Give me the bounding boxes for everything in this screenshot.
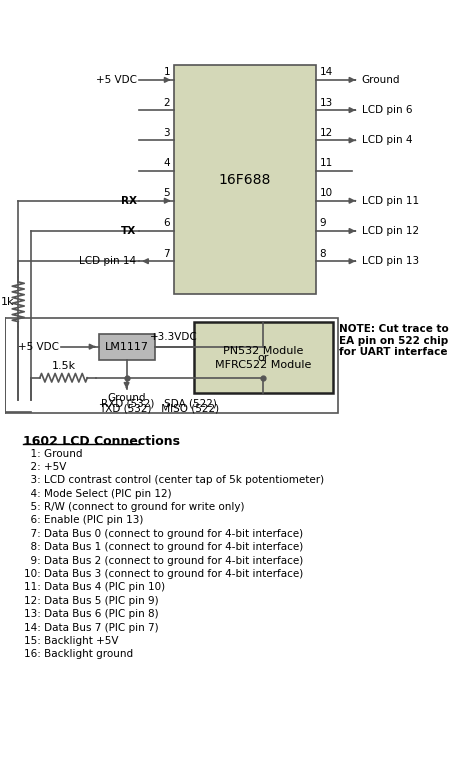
Text: 5: 5 [163, 188, 170, 198]
Text: 6: Enable (PIC pin 13): 6: Enable (PIC pin 13) [24, 516, 144, 526]
Text: +5 VDC: +5 VDC [18, 342, 59, 352]
Text: 15: Backlight +5V: 15: Backlight +5V [24, 636, 119, 646]
Text: 1602 LCD Connections: 1602 LCD Connections [23, 435, 180, 448]
Text: LCD pin 13: LCD pin 13 [362, 256, 419, 266]
Text: EA pin on 522 chip: EA pin on 522 chip [339, 336, 448, 346]
Text: or: or [258, 353, 269, 363]
Text: 6: 6 [163, 218, 170, 229]
Text: LCD pin 11: LCD pin 11 [362, 196, 419, 206]
Text: 1: Ground: 1: Ground [24, 448, 83, 458]
Text: 3: 3 [163, 128, 170, 138]
Text: 7: Data Bus 0 (connect to ground for 4-bit interface): 7: Data Bus 0 (connect to ground for 4-b… [24, 529, 303, 539]
Text: 8: Data Bus 1 (connect to ground for 4-bit interface): 8: Data Bus 1 (connect to ground for 4-b… [24, 542, 303, 552]
Text: 8: 8 [319, 249, 326, 259]
Text: for UART interface: for UART interface [339, 347, 447, 356]
Text: Ground: Ground [107, 393, 146, 403]
Text: +3.3VDC: +3.3VDC [150, 332, 198, 343]
Text: 2: +5V: 2: +5V [24, 462, 66, 472]
FancyBboxPatch shape [193, 323, 334, 393]
Text: TX: TX [121, 226, 136, 236]
Text: RX: RX [121, 196, 136, 206]
Text: 9: Data Bus 2 (connect to ground for 4-bit interface): 9: Data Bus 2 (connect to ground for 4-b… [24, 555, 303, 565]
Text: Ground: Ground [362, 75, 400, 85]
Text: 13: Data Bus 6 (PIC pin 8): 13: Data Bus 6 (PIC pin 8) [24, 609, 159, 619]
Text: 4: 4 [163, 158, 170, 168]
Text: 5: R/W (connect to ground for write only): 5: R/W (connect to ground for write only… [24, 502, 245, 512]
Text: 10: Data Bus 3 (connect to ground for 4-bit interface): 10: Data Bus 3 (connect to ground for 4-… [24, 569, 303, 579]
Text: MFRC522 Module: MFRC522 Module [215, 360, 312, 369]
Text: 4: Mode Select (PIC pin 12): 4: Mode Select (PIC pin 12) [24, 489, 172, 499]
Text: 10: 10 [319, 188, 333, 198]
FancyBboxPatch shape [99, 334, 155, 360]
Text: 12: 12 [319, 128, 333, 138]
Text: LCD pin 12: LCD pin 12 [362, 226, 419, 236]
Text: 13: 13 [319, 97, 333, 108]
Text: 3: LCD contrast control (center tap of 5k potentiometer): 3: LCD contrast control (center tap of 5… [24, 475, 324, 485]
Text: 14: Data Bus 7 (PIC pin 7): 14: Data Bus 7 (PIC pin 7) [24, 623, 159, 633]
Text: +5 VDC: +5 VDC [96, 75, 136, 85]
Text: 1k: 1k [1, 297, 15, 307]
Text: LM1117: LM1117 [105, 342, 149, 352]
Text: 1: 1 [163, 67, 170, 77]
Text: LCD pin 6: LCD pin 6 [362, 105, 412, 115]
Text: LCD pin 4: LCD pin 4 [362, 135, 412, 145]
Text: 11: Data Bus 4 (PIC pin 10): 11: Data Bus 4 (PIC pin 10) [24, 582, 166, 592]
Text: 7: 7 [163, 249, 170, 259]
Text: LCD pin 14: LCD pin 14 [79, 256, 136, 266]
Text: 11: 11 [319, 158, 333, 168]
Text: 16F688: 16F688 [219, 173, 271, 187]
Text: 9: 9 [319, 218, 326, 229]
FancyBboxPatch shape [174, 65, 316, 294]
Text: 16: Backlight ground: 16: Backlight ground [24, 649, 133, 659]
Text: 14: 14 [319, 67, 333, 77]
Text: RXD (532)   SDA (522): RXD (532) SDA (522) [101, 399, 217, 409]
Text: 12: Data Bus 5 (PIC pin 9): 12: Data Bus 5 (PIC pin 9) [24, 596, 159, 606]
Text: NOTE: Cut trace to: NOTE: Cut trace to [339, 324, 448, 334]
Text: 2: 2 [163, 97, 170, 108]
Text: PN532 Module: PN532 Module [223, 346, 303, 356]
Text: 1.5k: 1.5k [51, 361, 76, 371]
Text: TXD (532)   MISO (522): TXD (532) MISO (522) [99, 404, 219, 414]
